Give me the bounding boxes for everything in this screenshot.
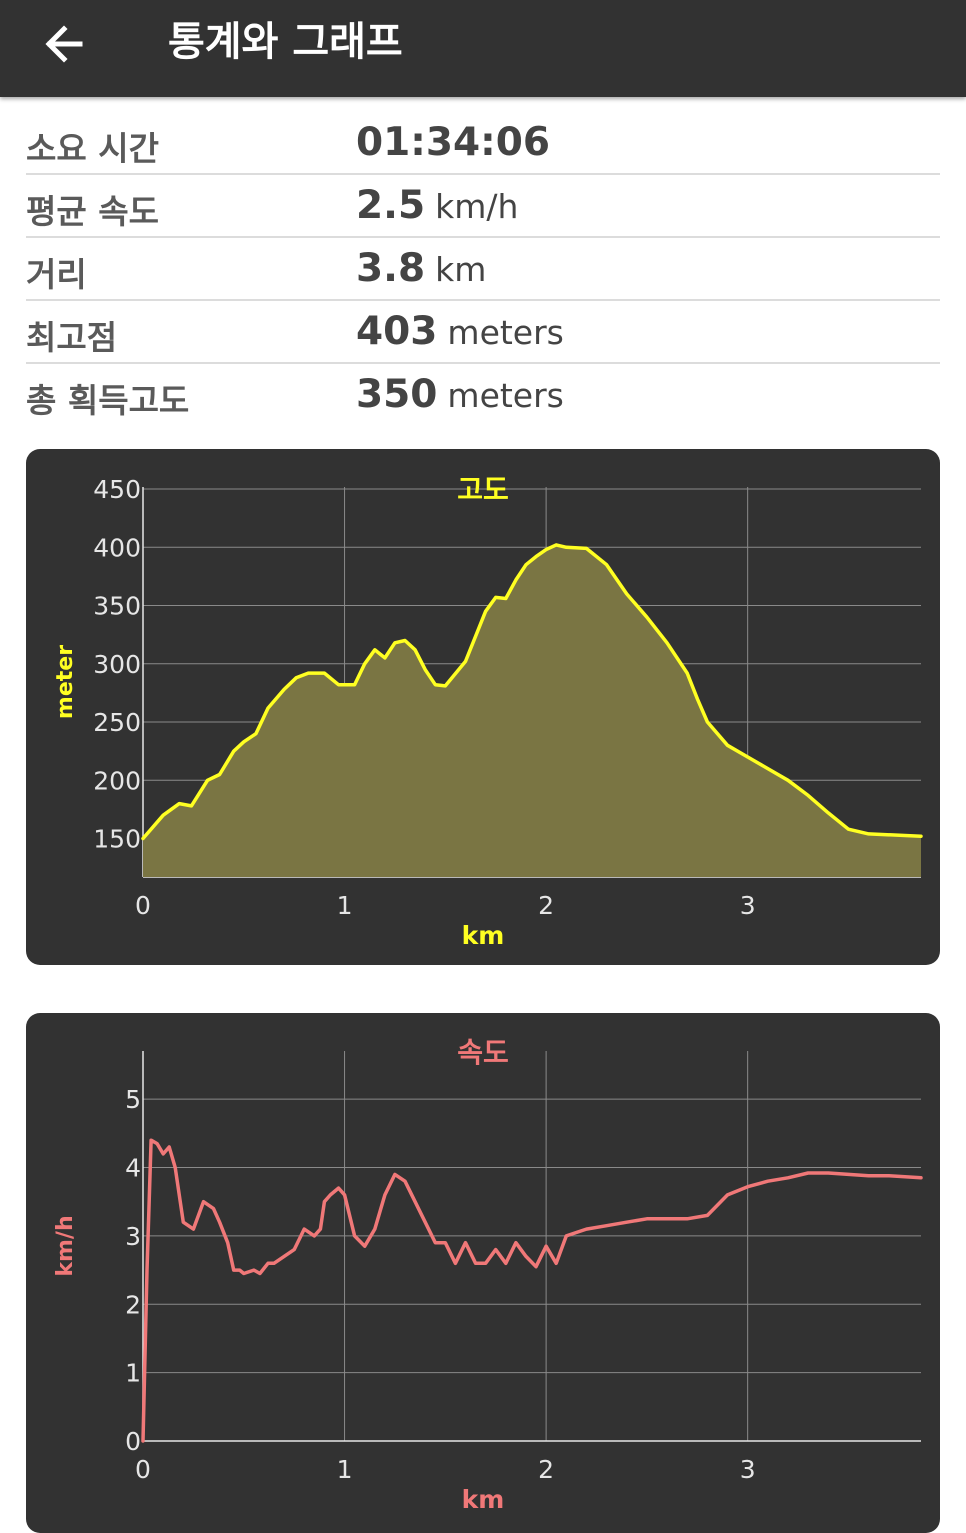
- stat-row-distance: 거리 3.8 km: [26, 238, 940, 301]
- x-tick-label: 2: [538, 891, 554, 920]
- stat-value-wrap: 3.8 km: [356, 246, 486, 291]
- series-area-fill: [143, 544, 921, 877]
- y-tick-label: 400: [93, 533, 141, 562]
- y-tick-label: 4: [125, 1154, 141, 1183]
- stat-row-avg-speed: 평균 속도 2.5 km/h: [26, 175, 940, 238]
- stat-label: 총 획득고도: [26, 381, 190, 420]
- stat-value: 3.8: [356, 246, 426, 291]
- x-tick-label: 1: [337, 891, 353, 920]
- x-tick-label: 2: [538, 1455, 554, 1484]
- x-axis-label: km: [462, 1485, 505, 1514]
- chart-title: 고도: [457, 473, 509, 506]
- stat-label: 소요 시간: [26, 129, 159, 168]
- stat-label: 평균 속도: [26, 192, 159, 231]
- stat-unit: km/h: [435, 187, 519, 226]
- stat-row-duration: 소요 시간 01:34:06: [26, 112, 940, 175]
- page-title: 통계와 그래프: [168, 19, 403, 65]
- back-button[interactable]: [28, 14, 100, 74]
- stat-unit: meters: [447, 313, 564, 352]
- stat-value-wrap: 403 meters: [356, 309, 564, 354]
- stat-value-wrap: 01:34:06: [356, 120, 550, 165]
- series-line: [141, 1138, 923, 1443]
- x-tick-label: 0: [135, 891, 151, 920]
- stat-value: 2.5: [356, 183, 426, 228]
- speed-chart: 0 1 2 3 0 1 2 3 4 5 속도 km km/h: [53, 1036, 923, 1514]
- stats-list: 소요 시간 01:34:06 평균 속도 2.5 km/h 거리 3.8 km 최고…: [26, 112, 940, 425]
- y-axis-label: meter: [53, 645, 78, 719]
- y-tick-label: 150: [93, 825, 141, 854]
- y-tick-label: 0: [125, 1427, 141, 1456]
- speed-chart-card: 0 1 2 3 0 1 2 3 4 5 속도 km km/h: [26, 1013, 940, 1533]
- x-tick-label: 3: [740, 891, 756, 920]
- x-tick-label: 3: [740, 1455, 756, 1484]
- altitude-chart: 0 1 2 3 150 200 250 300 350 400 450 고도 km meter: [53, 473, 923, 950]
- y-axis-label: km/h: [53, 1215, 78, 1276]
- y-tick-label: 350: [93, 592, 141, 621]
- y-tick-label: 250: [93, 708, 141, 737]
- app-bar: 통계와 그래프: [0, 0, 966, 97]
- stat-unit: meters: [447, 376, 564, 415]
- stat-value: 350: [356, 372, 438, 417]
- x-tick-label: 0: [135, 1455, 151, 1484]
- y-tick-label: 1: [125, 1359, 141, 1388]
- y-tick-label: 450: [93, 475, 141, 504]
- arrow-left-icon: [45, 25, 83, 63]
- stat-unit: km: [435, 250, 487, 289]
- stat-value: 403: [356, 309, 438, 354]
- y-tick-label: 3: [125, 1222, 141, 1251]
- series-line: [141, 543, 923, 841]
- y-tick-label: 300: [93, 650, 141, 679]
- stat-label: 거리: [26, 255, 87, 294]
- chart-title: 속도: [457, 1036, 509, 1069]
- altitude-chart-card: 0 1 2 3 150 200 250 300 350 400 450 고도 km meter: [26, 449, 940, 965]
- stat-value: 01:34:06: [356, 120, 551, 165]
- x-axis-label: km: [462, 921, 505, 950]
- stat-value-wrap: 2.5 km/h: [356, 183, 518, 228]
- stat-value-wrap: 350 meters: [356, 372, 564, 417]
- stat-label: 최고점: [26, 318, 118, 357]
- y-tick-label: 5: [125, 1085, 141, 1114]
- x-tick-label: 1: [337, 1455, 353, 1484]
- y-tick-label: 200: [93, 766, 141, 795]
- y-tick-label: 2: [125, 1290, 141, 1319]
- stat-row-max-elevation: 최고점 403 meters: [26, 301, 940, 364]
- stat-row-elevation-gain: 총 획득고도 350 meters: [26, 364, 940, 425]
